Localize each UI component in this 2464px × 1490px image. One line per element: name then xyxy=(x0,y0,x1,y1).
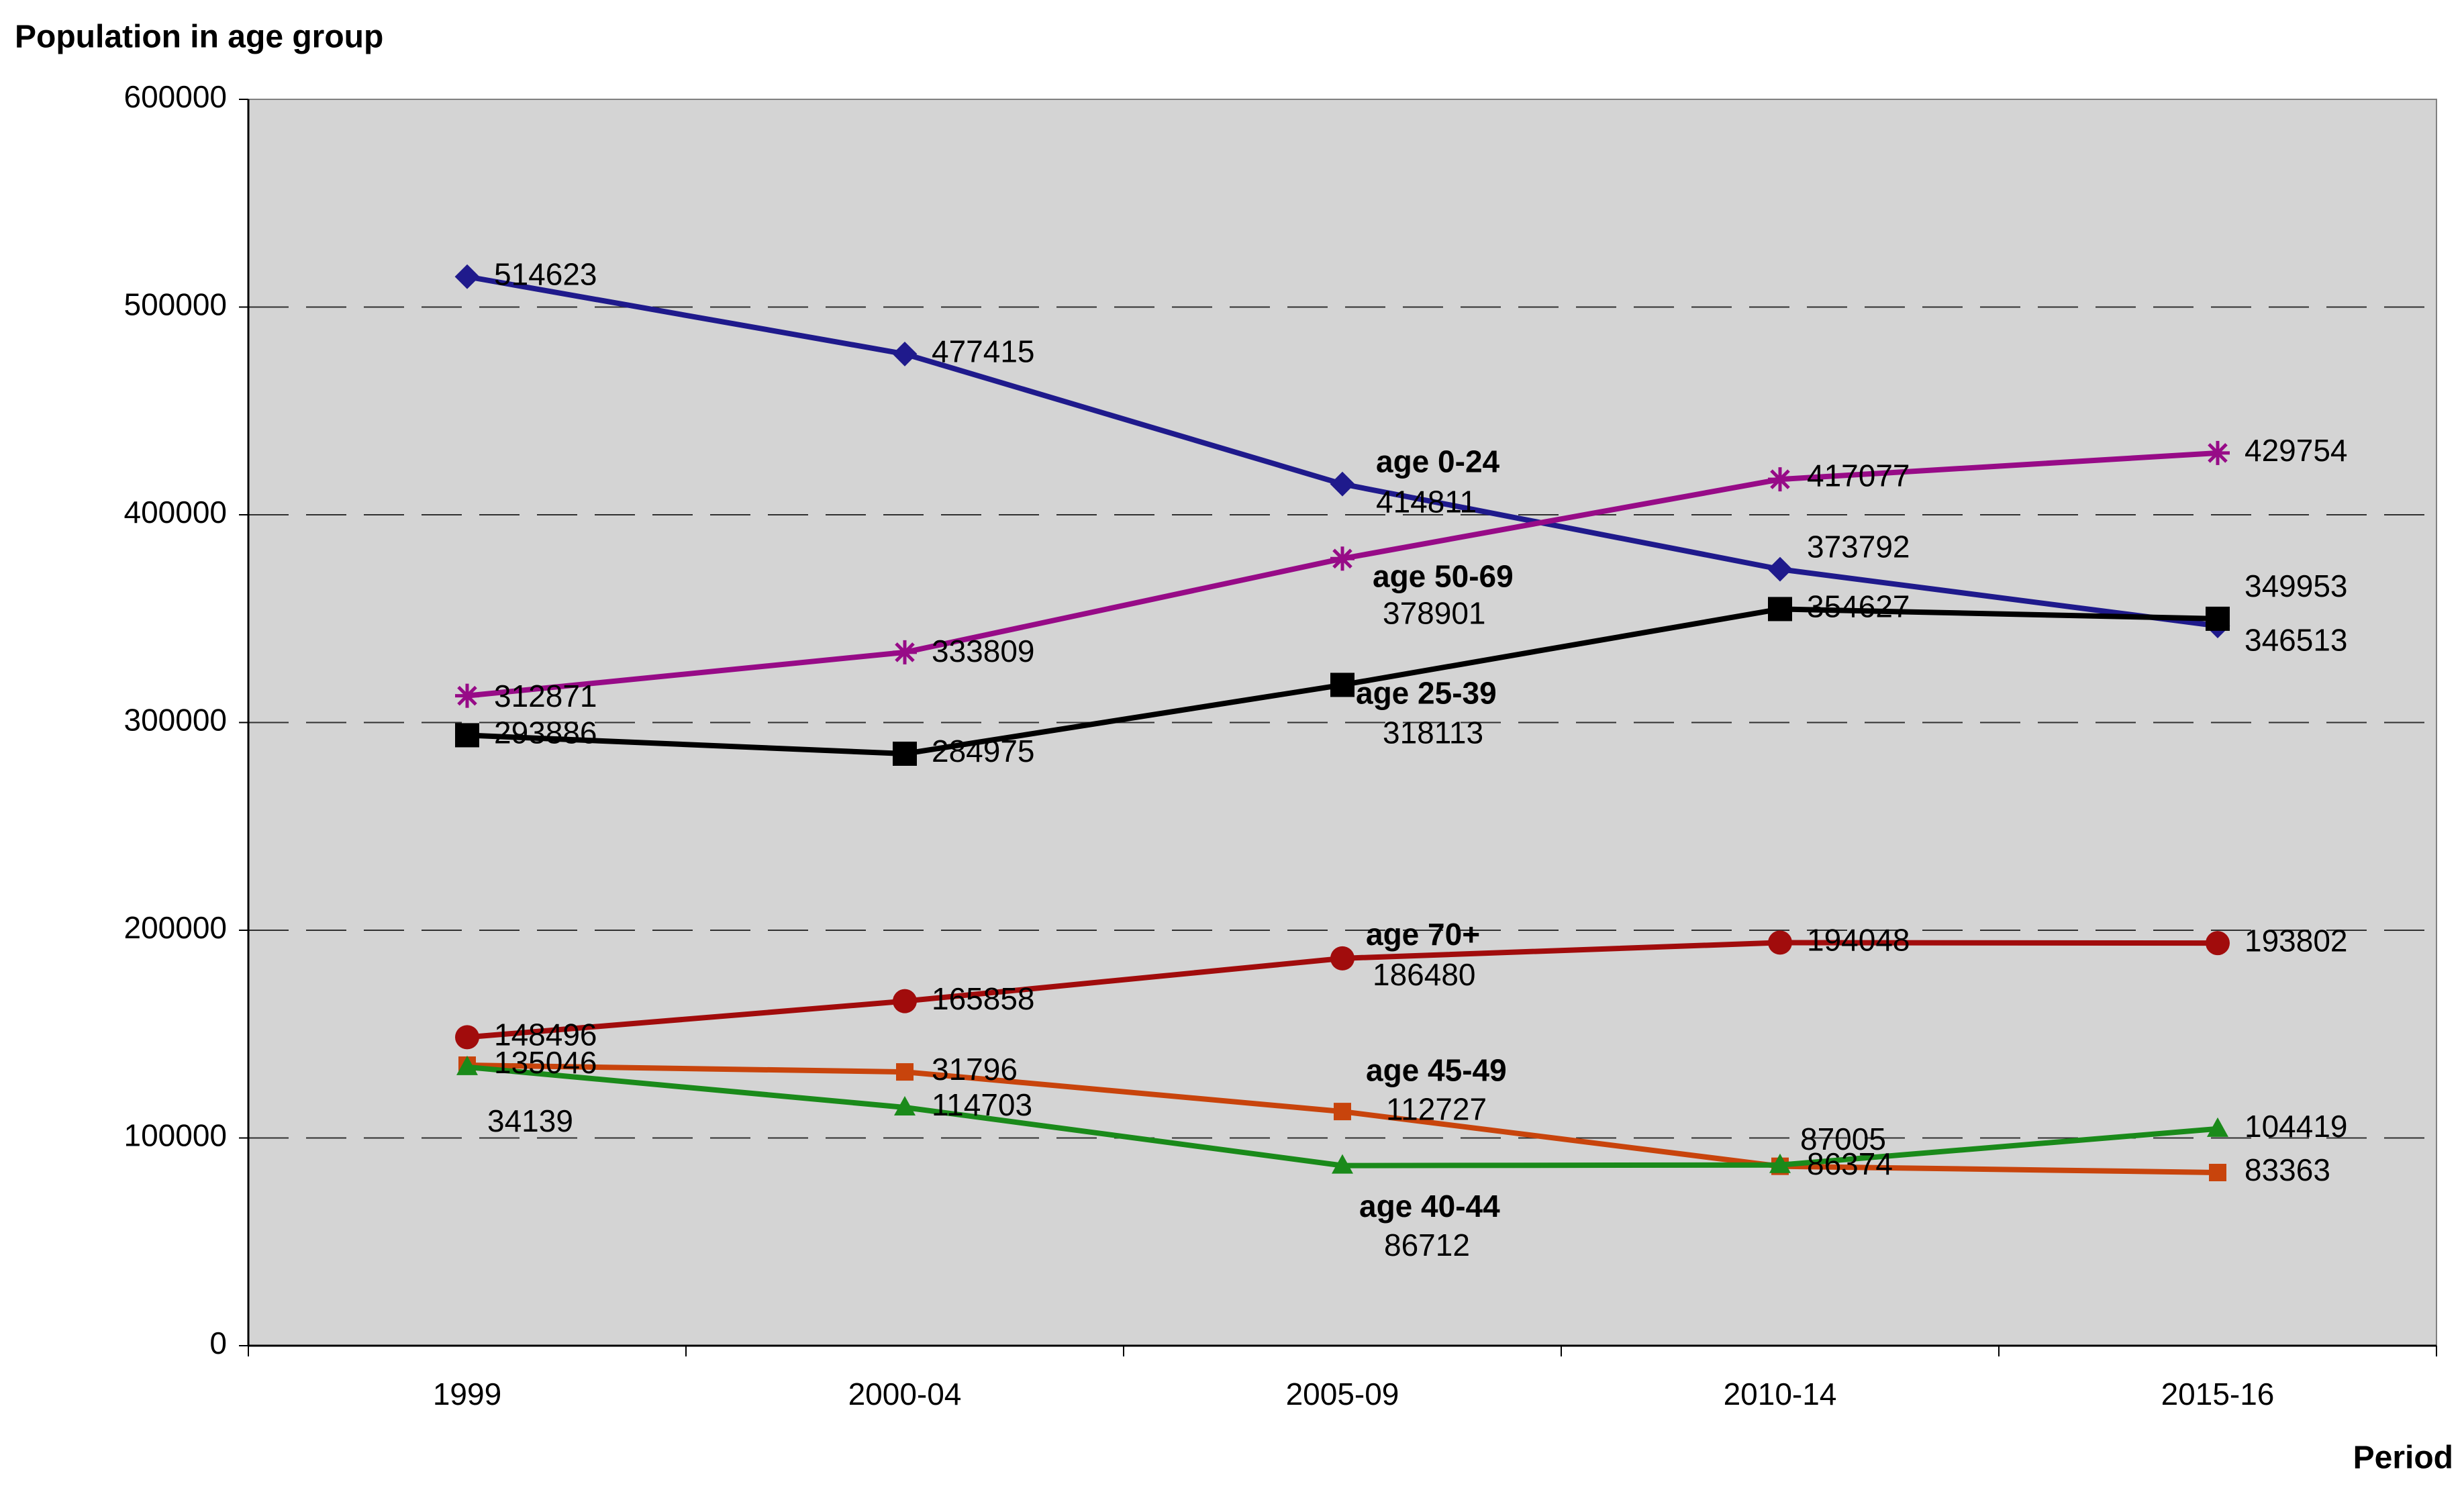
data-point xyxy=(455,683,479,708)
series-name-label: age 50-69 xyxy=(1373,558,1514,593)
data-point xyxy=(1768,930,1792,955)
data-label: 417077 xyxy=(1807,458,1910,493)
data-point xyxy=(893,640,917,664)
data-label: 293886 xyxy=(494,715,597,750)
data-point xyxy=(1330,673,1354,697)
data-label: 112727 xyxy=(1386,1091,1487,1126)
data-point xyxy=(2209,1163,2226,1181)
data-label: 186480 xyxy=(1373,957,1476,992)
data-point xyxy=(1332,1154,1353,1174)
series-name-label: age 70+ xyxy=(1366,917,1480,952)
series-name-label: age 45-49 xyxy=(1366,1052,1507,1087)
series-age-0-24 xyxy=(454,264,2230,638)
x-tick-label: 1999 xyxy=(433,1377,501,1411)
data-point xyxy=(454,264,480,289)
data-label: 148496 xyxy=(494,1017,597,1052)
data-point xyxy=(1334,1103,1351,1121)
series-age-25-39 xyxy=(455,597,2230,766)
data-label: 477415 xyxy=(932,334,1035,369)
data-point xyxy=(1330,946,1354,971)
data-point xyxy=(1768,597,1792,622)
series-name-label: age 0-24 xyxy=(1376,444,1500,479)
data-label: 86712 xyxy=(1384,1228,1470,1262)
data-label: 31796 xyxy=(932,1052,1018,1087)
data-point xyxy=(892,341,918,366)
data-label: 83363 xyxy=(2245,1152,2330,1187)
data-label: 346513 xyxy=(2245,623,2348,658)
y-tick-label: 500000 xyxy=(124,287,228,322)
data-label: 104419 xyxy=(2245,1109,2348,1144)
data-point xyxy=(2206,931,2230,956)
data-label: 349953 xyxy=(2245,568,2348,603)
y-tick-label: 100000 xyxy=(124,1118,228,1153)
series-age-50-69 xyxy=(455,440,2230,708)
data-point xyxy=(455,1025,479,1050)
data-label: 429754 xyxy=(2245,433,2348,468)
data-point xyxy=(1769,1153,1791,1173)
data-point xyxy=(893,742,917,766)
x-tick-label: 2005-09 xyxy=(1286,1377,1399,1411)
data-label: 135046 xyxy=(494,1045,597,1080)
data-label: 333809 xyxy=(932,634,1035,668)
data-labels: 514623 477415 414811 373792 346513 312871 3338… xyxy=(487,256,2348,1262)
series-name-label: age 40-44 xyxy=(1359,1189,1500,1224)
data-label: 193802 xyxy=(2245,923,2348,958)
y-tick-label: 200000 xyxy=(124,910,228,945)
data-point xyxy=(455,723,479,748)
data-label: 318113 xyxy=(1383,715,1483,750)
data-label: 34139 xyxy=(487,1103,573,1138)
data-point xyxy=(456,1055,478,1075)
data-label: 86374 xyxy=(1807,1146,1893,1181)
data-point xyxy=(893,989,917,1013)
data-point xyxy=(1767,556,1793,582)
data-label: 284975 xyxy=(932,734,1035,768)
data-point xyxy=(2206,440,2230,465)
y-tick-label: 600000 xyxy=(124,79,228,114)
data-label: 312871 xyxy=(494,679,597,713)
data-point xyxy=(2206,606,2230,631)
data-point xyxy=(1330,471,1355,497)
x-axis-title: Period xyxy=(2353,1440,2453,1476)
x-tick-label: 2015-16 xyxy=(2161,1377,2275,1411)
data-label: 414811 xyxy=(1376,484,1477,519)
data-point xyxy=(896,1063,914,1081)
y-tick-label: 400000 xyxy=(124,495,228,530)
series-age-70- xyxy=(455,930,2230,1050)
series-name-label: age 25-39 xyxy=(1356,676,1497,711)
data-point xyxy=(2207,1117,2228,1137)
y-tick-label: 300000 xyxy=(124,703,228,738)
gridlines xyxy=(248,306,2436,1139)
data-point xyxy=(1330,546,1354,571)
data-label: 378901 xyxy=(1383,595,1486,630)
data-point xyxy=(1768,467,1792,492)
data-label: 373792 xyxy=(1807,529,1910,564)
y-tick-label: 0 xyxy=(209,1326,227,1360)
data-label: 165858 xyxy=(932,981,1035,1016)
data-label: 354627 xyxy=(1807,589,1910,624)
data-label: 87005 xyxy=(1800,1122,1886,1156)
data-label: 114703 xyxy=(932,1087,1032,1122)
series-annotations: age 0-24 age 50-69 age 25-39 age 70+ age 45-… xyxy=(1356,444,1514,1223)
y-axis-title: Population in age group xyxy=(15,19,383,55)
data-label: 194048 xyxy=(1807,923,1910,958)
x-tick-label: 2010-14 xyxy=(1724,1377,1837,1411)
series-age-40-44 xyxy=(456,1055,2228,1174)
data-point xyxy=(894,1095,916,1115)
x-tick-label: 2000-04 xyxy=(848,1377,962,1411)
data-label: 514623 xyxy=(494,256,597,291)
